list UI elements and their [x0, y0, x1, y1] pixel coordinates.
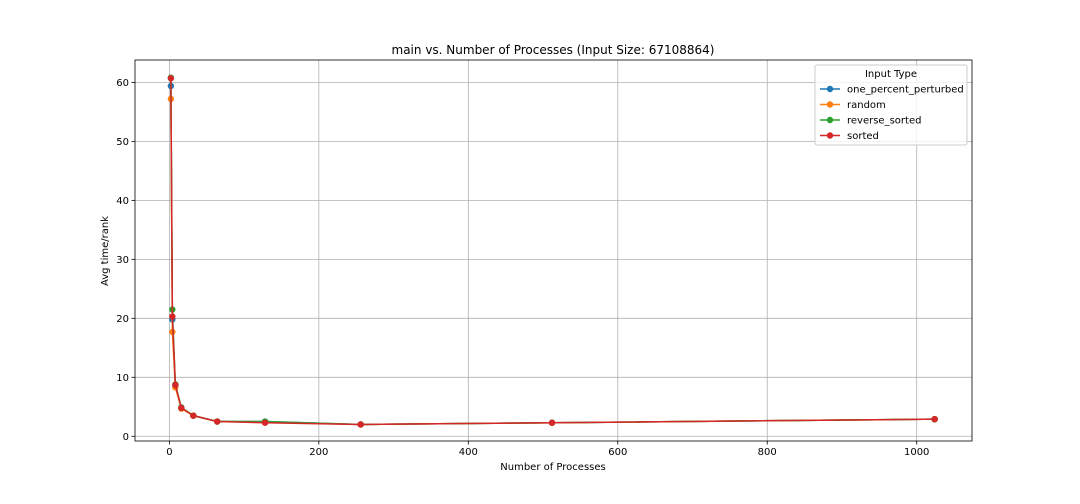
legend-item-one_percent_perturbed: one_percent_perturbed — [820, 85, 964, 96]
legend-label: reverse_sorted — [847, 116, 921, 127]
legend-label: random — [847, 100, 886, 111]
x-tick-label: 200 — [309, 447, 328, 458]
legend-box — [814, 64, 968, 146]
data-point — [214, 418, 221, 425]
x-tick-label: 0 — [166, 447, 172, 458]
y-tick-label: 20 — [116, 314, 129, 325]
x-axis-label: Number of Processes — [500, 462, 605, 473]
x-tick-label: 800 — [758, 447, 777, 458]
legend-marker — [826, 116, 834, 124]
data-point — [167, 75, 175, 82]
data-point — [931, 415, 938, 423]
legend-title: Input Type — [865, 69, 917, 80]
data-point — [169, 313, 176, 320]
y-tick-label: 30 — [116, 255, 129, 266]
legend-item-sorted: sorted — [820, 131, 879, 142]
series-sorted — [167, 75, 938, 428]
legend-label: sorted — [847, 131, 879, 142]
x-tick-label: 600 — [608, 447, 627, 458]
chart-title: main vs. Number of Processes (Input Size… — [392, 43, 715, 57]
data-point — [357, 421, 364, 428]
y-tick-label: 40 — [116, 196, 129, 207]
y-axis-label: Avg time/rank — [100, 216, 111, 286]
axis-ticks: 0 200 400 600 800 1000 0 10 20 30 40 50 60 — [116, 78, 929, 458]
data-point — [190, 412, 197, 419]
legend-label: one_percent_perturbed — [847, 85, 964, 96]
x-tick-label: 400 — [459, 447, 478, 458]
data-point — [261, 419, 269, 426]
data-point — [172, 381, 179, 389]
series-line — [170, 78, 935, 426]
legend-item-reverse_sorted: reverse_sorted — [820, 116, 921, 127]
y-tick-label: 60 — [116, 78, 129, 89]
series-layer — [167, 74, 938, 428]
legend-marker — [826, 132, 834, 139]
legend-marker — [826, 101, 834, 108]
x-tick-label: 1000 — [904, 447, 929, 458]
y-tick-label: 50 — [116, 137, 129, 148]
data-point — [178, 404, 185, 412]
plot-frame — [134, 59, 973, 442]
data-point — [548, 419, 556, 426]
y-tick-label: 10 — [116, 373, 129, 384]
y-tick-label: 0 — [123, 432, 129, 443]
legend-item-random: random — [820, 100, 886, 111]
grid-lines — [135, 60, 972, 441]
legend-marker — [826, 85, 834, 93]
